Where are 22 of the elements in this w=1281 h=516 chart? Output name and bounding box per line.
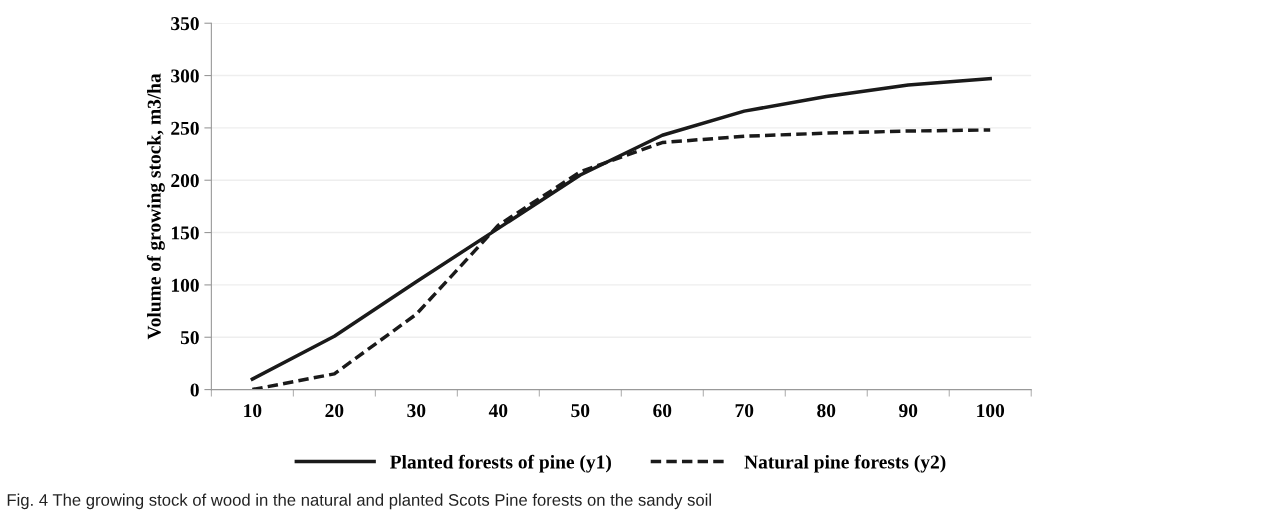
y-tick-label: 250 bbox=[171, 121, 199, 135]
y-tick-label: 100 bbox=[171, 278, 199, 292]
legend-label: Planted forests of pine (y1) bbox=[390, 454, 611, 473]
y-axis-title: Volume of growing stock, m3/ha bbox=[146, 73, 165, 340]
x-tick-label: 10 bbox=[244, 404, 262, 418]
y-tick-label: 200 bbox=[171, 174, 199, 188]
y-tick-label: 350 bbox=[171, 17, 199, 31]
y-tick-label: 150 bbox=[171, 226, 199, 240]
x-tick-label: 70 bbox=[735, 404, 754, 418]
legend-label: Natural pine forests (y2) bbox=[744, 454, 946, 473]
y-tick-label: 50 bbox=[180, 331, 199, 345]
y-tick-label: 0 bbox=[190, 383, 199, 397]
x-tick-label: 90 bbox=[899, 404, 918, 418]
x-tick-label: 80 bbox=[817, 404, 836, 418]
caption: Fig. 4 The growing stock of wood in the natural and planted Scots Pine forests on the sandy soil bbox=[7, 493, 711, 510]
x-tick-label: 20 bbox=[325, 404, 344, 418]
x-tick-label: 100 bbox=[977, 404, 1005, 418]
y-tick-label: 300 bbox=[171, 69, 199, 83]
x-tick-label: 30 bbox=[407, 404, 426, 418]
x-tick-label: 40 bbox=[488, 404, 508, 418]
x-tick-label: 60 bbox=[653, 404, 672, 418]
x-tick-label: 50 bbox=[571, 404, 590, 418]
